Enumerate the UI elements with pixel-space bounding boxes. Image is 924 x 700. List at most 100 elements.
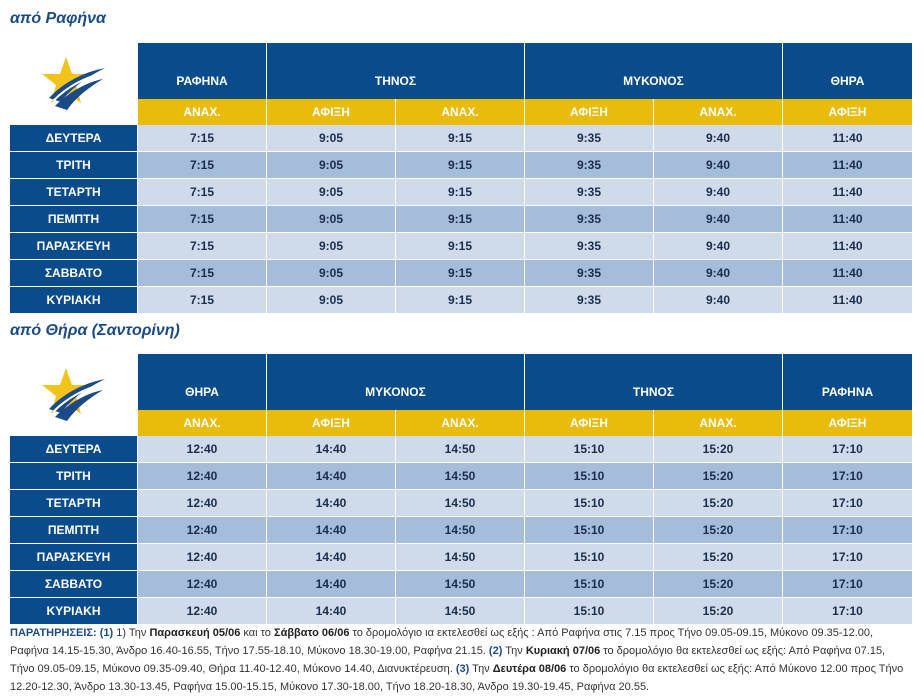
- note-text: το δρομολόγιο ια εκτελεσθεί ως εξής : Απ…: [10, 627, 874, 657]
- note-text: το δρομολόγιο θα εκτελεσθεί ως εξής: Από…: [10, 645, 886, 675]
- timetable-from-thira: ΘΗΡΑ ΜΥΚΟΝΟΣ ΤΗΝΟΣ ΡΑΦΗΝΑ ΑΝΑΧ. ΑΦΙΞΗ ΑΝ…: [10, 354, 912, 625]
- day-label: ΚΥΡΙΑΚΗ: [10, 598, 138, 624]
- port-header: ΡΑΦΗΝΑ: [783, 354, 912, 410]
- time-cell: 15:10: [525, 463, 654, 489]
- table-header: ΘΗΡΑ ΜΥΚΟΝΟΣ ΤΗΝΟΣ ΡΑΦΗΝΑ ΑΝΑΧ. ΑΦΙΞΗ ΑΝ…: [10, 354, 912, 436]
- time-cell: 9:40: [654, 233, 783, 259]
- time-cell: 9:05: [267, 233, 396, 259]
- note-number: (3): [455, 663, 470, 675]
- section-title-from-thira: από Θήρα (Σαντορίνη): [10, 322, 180, 339]
- time-cell: 14:50: [396, 463, 525, 489]
- day-label: ΠΕΜΠΤΗ: [10, 517, 138, 543]
- port-header: ΤΗΝΟΣ: [267, 43, 525, 99]
- time-cell: 9:15: [396, 179, 525, 205]
- day-label: ΤΡΙΤΗ: [10, 152, 138, 178]
- day-label: ΠΑΡΑΣΚΕΥΗ: [10, 544, 138, 570]
- sub-header: ΑΝΑΧ.: [138, 99, 267, 125]
- time-cell: 14:40: [267, 571, 396, 597]
- time-cell: 9:15: [396, 125, 525, 151]
- table-row: ΚΥΡΙΑΚΗ 12:40 14:40 14:50 15:10 15:20 17:10: [10, 598, 912, 625]
- table-row: ΣΑΒΒΑΤΟ 7:15 9:05 9:15 9:35 9:40 11:40: [10, 260, 912, 287]
- time-cell: 9:40: [654, 206, 783, 232]
- time-cell: 14:40: [267, 517, 396, 543]
- table-row: ΣΑΒΒΑΤΟ 12:40 14:40 14:50 15:10 15:20 17:10: [10, 571, 912, 598]
- time-cell: 7:15: [138, 233, 267, 259]
- time-cell: 15:10: [525, 571, 654, 597]
- sub-header: ΑΦΙΞΗ: [267, 99, 396, 125]
- time-cell: 14:40: [267, 598, 396, 624]
- time-cell: 9:40: [654, 179, 783, 205]
- time-cell: 15:20: [654, 544, 783, 570]
- port-header: ΜΥΚΟΝΟΣ: [525, 43, 783, 99]
- note-number: (2): [488, 645, 503, 657]
- note-text: Την: [469, 663, 493, 675]
- time-cell: 17:10: [783, 598, 912, 624]
- time-cell: 14:50: [396, 490, 525, 516]
- port-header: ΘΗΡΑ: [783, 43, 912, 99]
- time-cell: 12:40: [138, 598, 267, 624]
- time-cell: 7:15: [138, 206, 267, 232]
- note-date: Σάββατο 06/06: [273, 627, 350, 639]
- sub-header-row: ΑΝΑΧ. ΑΦΙΞΗ ΑΝΑΧ. ΑΦΙΞΗ ΑΝΑΧ. ΑΦΙΞΗ: [138, 410, 912, 436]
- time-cell: 15:10: [525, 598, 654, 624]
- remarks-label: ΠΑΡΑΤΗΡΗΣΕΙΣ:: [10, 627, 97, 639]
- note-text: 1) Την: [113, 627, 150, 639]
- table-row: ΠΑΡΑΣΚΕΥΗ 7:15 9:05 9:15 9:35 9:40 11:40: [10, 233, 912, 260]
- time-cell: 9:15: [396, 260, 525, 286]
- time-cell: 9:40: [654, 125, 783, 151]
- star-logo-icon: [42, 368, 105, 421]
- note-text: το δρομολόγιο θα εκτελεσθεί ως εξής: Από…: [10, 663, 904, 693]
- logo: [10, 43, 138, 125]
- time-cell: 14:50: [396, 571, 525, 597]
- time-cell: 17:10: [783, 544, 912, 570]
- time-cell: 9:35: [525, 206, 654, 232]
- day-label: ΔΕΥΤΕΡΑ: [10, 436, 138, 462]
- header-columns: ΘΗΡΑ ΜΥΚΟΝΟΣ ΤΗΝΟΣ ΡΑΦΗΝΑ ΑΝΑΧ. ΑΦΙΞΗ ΑΝ…: [138, 354, 912, 436]
- time-cell: 7:15: [138, 287, 267, 313]
- table-row: ΠΕΜΠΤΗ 7:15 9:05 9:15 9:35 9:40 11:40: [10, 206, 912, 233]
- day-label: ΣΑΒΒΑΤΟ: [10, 260, 138, 286]
- time-cell: 9:15: [396, 233, 525, 259]
- time-cell: 17:10: [783, 463, 912, 489]
- time-cell: 9:35: [525, 152, 654, 178]
- port-header: ΜΥΚΟΝΟΣ: [267, 354, 525, 410]
- sub-header: ΑΝΑΧ.: [396, 99, 525, 125]
- day-label: ΔΕΥΤΕΡΑ: [10, 125, 138, 151]
- table-row: ΤΕΤΑΡΤΗ 7:15 9:05 9:15 9:35 9:40 11:40: [10, 179, 912, 206]
- time-cell: 9:35: [525, 260, 654, 286]
- remarks: ΠΑΡΑΤΗΡΗΣΕΙΣ: (1) 1) Την Παρασκευή 05/06…: [10, 624, 912, 696]
- table-body: ΔΕΥΤΕΡΑ 7:15 9:05 9:15 9:35 9:40 11:40 ΤΡΙΤΗ 7:1…: [10, 125, 912, 314]
- time-cell: 9:35: [525, 233, 654, 259]
- sub-header: ΑΦΙΞΗ: [783, 99, 912, 125]
- time-cell: 9:40: [654, 152, 783, 178]
- time-cell: 12:40: [138, 544, 267, 570]
- sub-header: ΑΦΙΞΗ: [525, 410, 654, 436]
- day-label: ΣΑΒΒΑΤΟ: [10, 571, 138, 597]
- note-text: και το: [240, 627, 274, 639]
- note-number: (1): [99, 627, 114, 639]
- port-header: ΤΗΝΟΣ: [525, 354, 783, 410]
- note-date: Παρασκευή 05/06: [149, 627, 241, 639]
- time-cell: 14:50: [396, 544, 525, 570]
- sub-header: ΑΦΙΞΗ: [783, 410, 912, 436]
- time-cell: 7:15: [138, 179, 267, 205]
- time-cell: 14:40: [267, 463, 396, 489]
- table-row: ΚΥΡΙΑΚΗ 7:15 9:05 9:15 9:35 9:40 11:40: [10, 287, 912, 314]
- time-cell: 17:10: [783, 517, 912, 543]
- day-label: ΤΕΤΑΡΤΗ: [10, 490, 138, 516]
- day-label: ΠΕΜΠΤΗ: [10, 206, 138, 232]
- time-cell: 9:05: [267, 260, 396, 286]
- day-label: ΤΡΙΤΗ: [10, 463, 138, 489]
- time-cell: 9:35: [525, 287, 654, 313]
- sub-header: ΑΝΑΧ.: [654, 410, 783, 436]
- time-cell: 14:50: [396, 517, 525, 543]
- sub-header-row: ΑΝΑΧ. ΑΦΙΞΗ ΑΝΑΧ. ΑΦΙΞΗ ΑΝΑΧ. ΑΦΙΞΗ: [138, 99, 912, 125]
- sub-header: ΑΦΙΞΗ: [525, 99, 654, 125]
- time-cell: 7:15: [138, 125, 267, 151]
- time-cell: 9:35: [525, 179, 654, 205]
- time-cell: 12:40: [138, 436, 267, 462]
- port-header-row: ΡΑΦΗΝΑ ΤΗΝΟΣ ΜΥΚΟΝΟΣ ΘΗΡΑ: [138, 43, 912, 99]
- time-cell: 15:20: [654, 463, 783, 489]
- time-cell: 15:10: [525, 490, 654, 516]
- time-cell: 14:40: [267, 436, 396, 462]
